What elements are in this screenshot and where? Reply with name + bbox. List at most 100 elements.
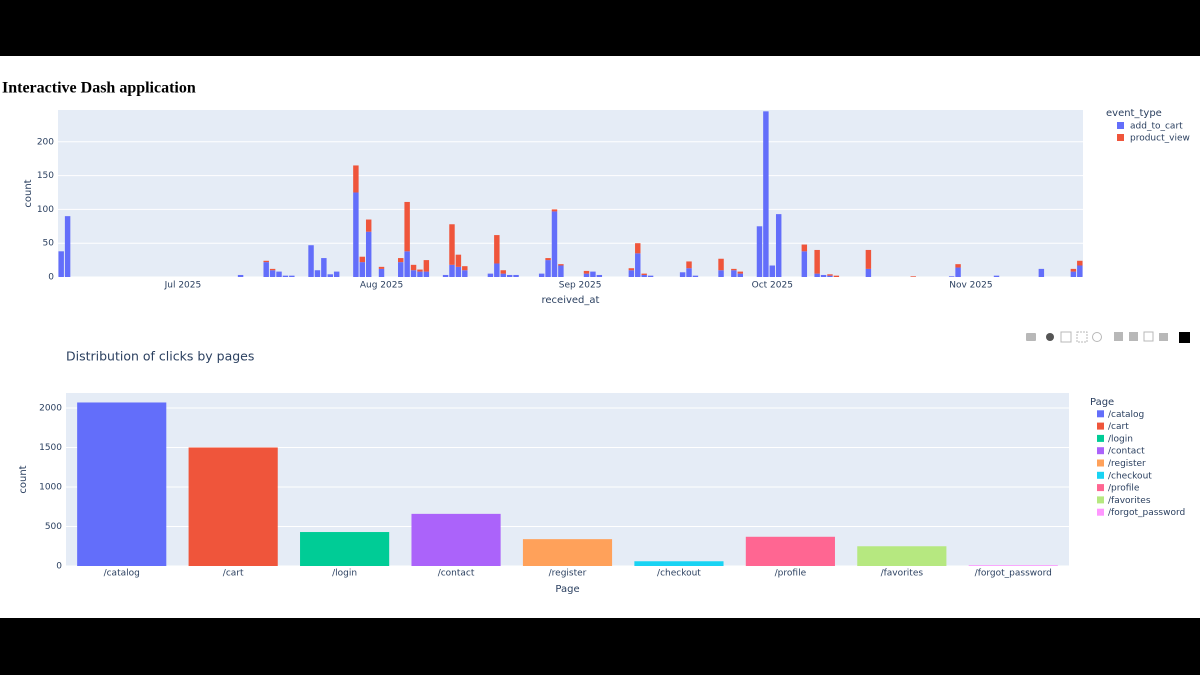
y-tick-label: 0 [48,273,54,283]
bar-segment [64,216,71,277]
lasso-button[interactable] [1092,332,1102,342]
bar-segment [1077,265,1083,277]
bar-segment [365,219,372,232]
y-tick-label: 0 [56,562,62,572]
bar [857,546,947,566]
bar-segment [237,274,244,277]
bar-segment [910,276,916,277]
bar-segment [308,245,314,277]
bar-segment [801,244,808,252]
bar [411,513,501,566]
legend-swatch [1097,496,1104,504]
bar-segment [718,270,724,277]
bar-segment [731,270,737,277]
bar-segment [1038,268,1045,277]
bar-segment [993,275,1000,277]
legend-label: /catalog [1108,410,1144,420]
autoscale-button[interactable] [1143,331,1154,342]
x-tick-label: /forgot_password [975,569,1052,579]
legend-label: /favorites [1108,496,1151,506]
x-tick-label: /checkout [657,569,701,579]
plotly-logo[interactable] [1179,332,1190,343]
bar-segment [679,272,686,277]
zoom-button[interactable] [1046,333,1054,341]
bar [968,565,1058,566]
bar-segment [827,274,833,276]
x-tick-label: /register [549,569,587,579]
bar-segment [641,274,647,277]
bar-segment [692,275,699,277]
bar-segment [635,243,641,254]
legend-label: add_to_cart [1130,122,1183,132]
zoom-in-button[interactable] [1114,332,1123,341]
legend-swatch [1097,459,1104,467]
bar-segment [365,231,372,277]
bar-segment [353,192,359,277]
x-tick-label: Oct 2025 [752,281,793,291]
bar-segment [731,268,737,271]
legend-swatch [1097,471,1104,479]
bar-segment [327,274,333,277]
pan-button[interactable] [1060,331,1072,343]
bar-segment [551,209,558,212]
bar-segment [635,253,641,277]
x-tick-label: /cart [223,569,244,579]
y-tick-label: 2000 [39,404,62,414]
bar-segment [410,264,417,271]
bar-segment [647,275,654,277]
bar-segment [686,261,692,269]
bar-segment [756,226,763,277]
bar-segment [442,274,449,277]
legend-swatch [1097,422,1104,430]
bar-segment [263,260,269,263]
bar-segment [423,271,430,277]
bar-segment [545,258,551,261]
bar-segment [628,268,635,271]
bar-segment [276,271,282,277]
x-axis-label: received_at [542,295,600,306]
modebar [1026,331,1190,343]
bar-segment [737,273,743,277]
bar-segment [1070,268,1077,272]
bar-segment [500,273,506,277]
legend-title: Page [1090,397,1114,408]
legend-swatch [1097,484,1104,492]
legend-swatch [1097,447,1104,455]
bar-segment [814,273,820,277]
bar-segment [1070,271,1077,277]
legend-label: /profile [1108,484,1140,494]
x-axis-label: Page [555,584,579,595]
bar-segment [269,268,276,271]
reset-button[interactable] [1159,333,1168,341]
bar-segment [628,270,635,277]
bar-segment [775,214,782,277]
bar-segment [827,275,833,277]
select-button[interactable] [1076,331,1088,343]
bar [522,539,613,566]
y-tick-label: 200 [37,137,54,147]
bar-segment [596,274,603,277]
bar-segment [58,251,64,277]
bar-segment [500,270,506,274]
x-tick-label: /catalog [104,569,140,579]
camera-button[interactable] [1026,333,1036,341]
bar [188,447,278,566]
bar-segment [494,263,500,277]
legend-swatch [1097,434,1104,442]
bar-segment [558,265,564,277]
y-tick-label: 100 [37,205,54,215]
legend-label: product_view [1130,134,1190,144]
y-axis-label: count [23,179,34,207]
bar-segment [398,258,404,263]
legend-label: /checkout [1108,471,1152,481]
bar-segment [282,275,289,277]
legend-label: /forgot_password [1108,508,1185,518]
legend-swatch [1117,134,1124,141]
bar-segment [423,260,430,272]
bar-segment [404,201,410,252]
bar-segment [378,268,385,277]
zoom-out-button[interactable] [1129,332,1138,341]
bar-segment [686,268,692,277]
